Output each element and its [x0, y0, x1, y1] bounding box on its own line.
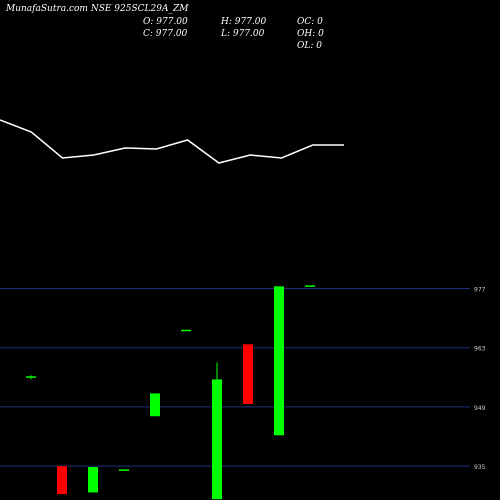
chart-title: MunafaSutra.com NSE 925SCL29A_ZM	[6, 4, 189, 14]
candle-body	[212, 379, 222, 500]
candle-body	[57, 466, 67, 495]
close-value: C: 977.00	[143, 29, 188, 39]
candle	[212, 362, 222, 500]
price-grid	[0, 287, 470, 467]
price-tick-labels: 977 963 949 935	[474, 286, 486, 471]
candle	[150, 393, 160, 417]
open-value: O: 977.00	[143, 17, 188, 27]
low-value: L: 977.00	[221, 29, 265, 39]
high-value: H: 977.00	[221, 17, 267, 27]
candle-body	[243, 344, 253, 404]
y-tick-label: 949	[474, 405, 486, 412]
candle	[305, 285, 315, 287]
y-tick-label: 935	[474, 464, 486, 471]
candle	[26, 375, 36, 380]
candle-body	[26, 376, 36, 378]
candle-body	[88, 467, 98, 493]
oc-value: OC: 0	[297, 17, 323, 27]
candle	[181, 329, 191, 332]
candle-body	[150, 393, 160, 417]
candlestick-series	[26, 285, 315, 500]
ol-value: OL: 0	[297, 41, 322, 51]
candle-body	[119, 469, 129, 471]
candle	[88, 467, 98, 493]
y-tick-label: 963	[474, 346, 486, 353]
oh-value: OH: 0	[297, 29, 324, 39]
candle	[57, 466, 67, 495]
y-tick-label: 977	[474, 286, 486, 293]
candle	[243, 344, 253, 404]
candle-body	[305, 285, 315, 287]
candle-body	[181, 329, 191, 332]
candle-body	[274, 286, 284, 436]
candle	[119, 469, 129, 471]
candle	[274, 286, 284, 436]
close-line-series	[0, 119, 344, 164]
